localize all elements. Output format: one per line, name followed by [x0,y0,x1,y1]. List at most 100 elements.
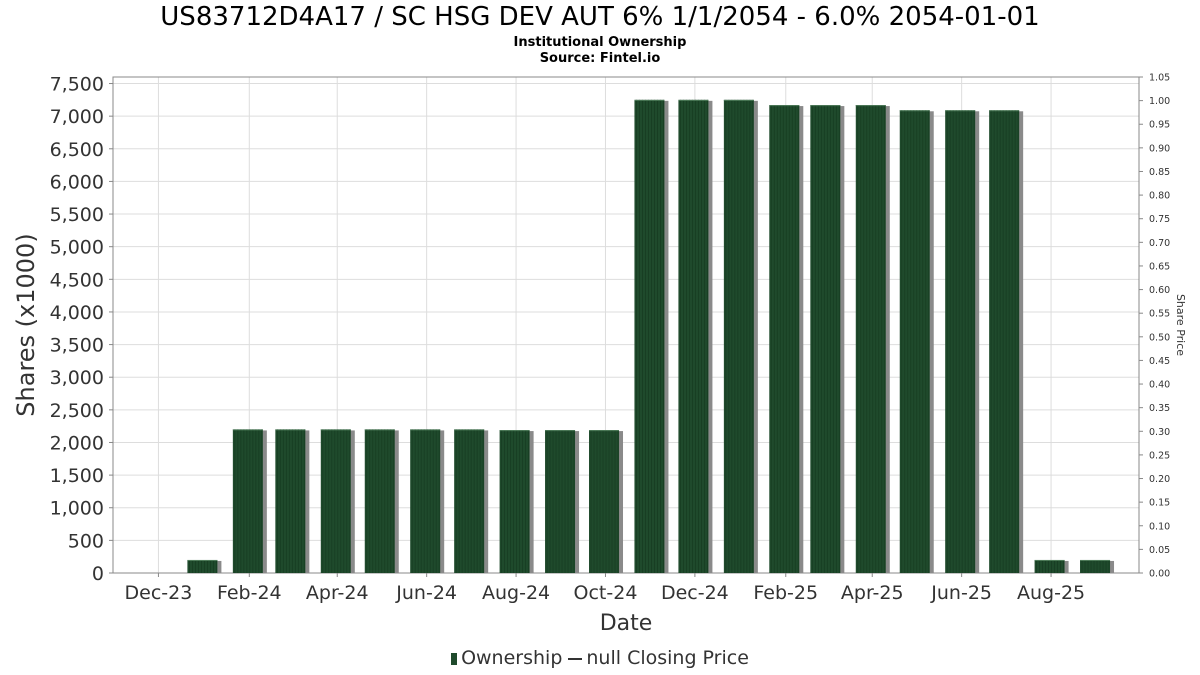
ownership-bar [410,429,445,573]
y2-tick-label: 0.95 [1149,120,1170,131]
y2-tick-label: 0.45 [1149,356,1170,367]
x-tick-label: Dec-23 [125,582,193,604]
bar-body [589,430,620,573]
ownership-bar [855,105,890,573]
bar-body [723,99,754,573]
bar-body [1034,559,1065,573]
y-tick-label: 5,000 [50,237,104,259]
y2-tick-label: 0.25 [1149,450,1170,461]
x-tick-label: Dec-24 [661,582,729,604]
y-tick-label: 7,500 [50,74,104,96]
x-axis-ticks: Dec-23 Feb-24 Apr-24 Jun-24 Aug-24 Oct-24 Dec-… [125,573,1085,604]
bars [187,99,1115,573]
ownership-bar [499,430,534,573]
legend-ownership-label: Ownership [461,647,563,669]
y2-axis-ticks: 0.00 0.05 0.10 0.15 0.20 0.25 0.30 0.35 0.40 0.45… [1139,73,1170,580]
ownership-bar [723,99,758,573]
ownership-bar [1080,559,1115,573]
x-tick-label: Feb-25 [753,582,818,604]
ownership-bar [275,429,310,573]
y2-tick-label: 0.20 [1149,474,1170,485]
y2-tick-label: 0.10 [1149,521,1170,532]
y-tick-label: 7,000 [50,106,104,128]
y2-tick-label: 0.00 [1149,569,1170,580]
ownership-bar [634,99,669,573]
x-tick-label: Aug-24 [482,582,550,604]
x-tick-label: Jun-24 [395,582,457,604]
ownership-legend-swatch [451,652,458,665]
legend-price-label: null Closing Price [586,647,749,669]
ownership-bar [364,429,399,573]
bar-body [855,105,886,573]
y-tick-label: 6,000 [50,171,104,193]
y2-tick-label: 0.15 [1149,498,1170,509]
chart-title: US83712D4A17 / SC HSG DEV AUT 6% 1/1/205… [160,2,1040,32]
y2-axis-label: Share Price [1174,294,1187,356]
y-tick-label: 2,000 [50,432,104,454]
y-axis-ticks: 0 500 1,000 1,500 2,000 2,500 3,000 3,500 4,000 4… [50,74,113,585]
ownership-bar [899,110,934,573]
bar-body [678,99,709,573]
y-tick-label: 500 [68,530,104,552]
chart-source: Source: Fintel.io [539,51,661,66]
y2-tick-label: 0.60 [1149,285,1170,296]
x-tick-label: Feb-24 [217,582,282,604]
ownership-bar [320,429,355,573]
y-tick-label: 1,500 [50,465,104,487]
ownership-bar [187,559,222,573]
bar-body [275,429,306,573]
bar-body [232,429,263,573]
bar-body [499,430,530,573]
y2-tick-label: 0.30 [1149,427,1170,438]
y-tick-label: 6,500 [50,139,104,161]
y-tick-label: 3,000 [50,367,104,389]
bar-body [410,429,441,573]
x-tick-label: Apr-24 [306,582,369,604]
x-axis-label: Date [600,611,653,636]
bar-body [769,105,800,573]
bar-body [989,110,1020,573]
ownership-chart: 0 500 1,000 1,500 2,000 2,500 3,000 3,500 4,000 4… [12,73,1187,637]
x-tick-label: Aug-25 [1017,582,1085,604]
y2-tick-label: 0.55 [1149,309,1170,320]
y2-tick-label: 1.05 [1149,73,1170,84]
ownership-bar [1034,559,1069,573]
ownership-bar [545,430,580,573]
bar-body [899,110,930,573]
y2-tick-label: 0.90 [1149,143,1170,154]
y2-tick-label: 0.85 [1149,167,1170,178]
y2-tick-label: 0.80 [1149,191,1170,202]
bar-body [810,105,841,573]
y-tick-label: 3,500 [50,335,104,357]
plot-area-border [112,76,1140,574]
bar-body [945,110,976,573]
chart-subtitle: Institutional Ownership [513,35,687,50]
ownership-bar [769,105,804,573]
bar-body [545,430,576,573]
y2-tick-label: 0.05 [1149,545,1170,556]
grid-lines [113,77,1139,574]
ownership-bar [589,430,624,573]
y2-tick-label: 0.70 [1149,238,1170,249]
y-tick-label: 4,000 [50,302,104,324]
y2-tick-label: 0.75 [1149,214,1170,225]
bar-body [634,99,665,573]
bar-body [1080,559,1111,573]
x-tick-label: Oct-24 [574,582,638,604]
ownership-bar [678,99,713,573]
bar-body [320,429,351,573]
y2-tick-label: 0.50 [1149,332,1170,343]
legend: Ownership null Closing Price [0,647,1200,669]
y2-tick-label: 1.00 [1149,96,1170,107]
y2-tick-label: 0.35 [1149,403,1170,414]
y-tick-label: 0 [92,563,104,585]
ownership-bar [454,429,489,573]
bar-body [364,429,395,573]
y-tick-label: 1,000 [50,498,104,520]
ownership-bar [945,110,980,573]
y-axis-label: Shares (x1000) [12,233,40,416]
y-tick-label: 2,500 [50,400,104,422]
y2-tick-label: 0.40 [1149,380,1170,391]
x-tick-label: Apr-25 [841,582,904,604]
ownership-bar [232,429,267,573]
